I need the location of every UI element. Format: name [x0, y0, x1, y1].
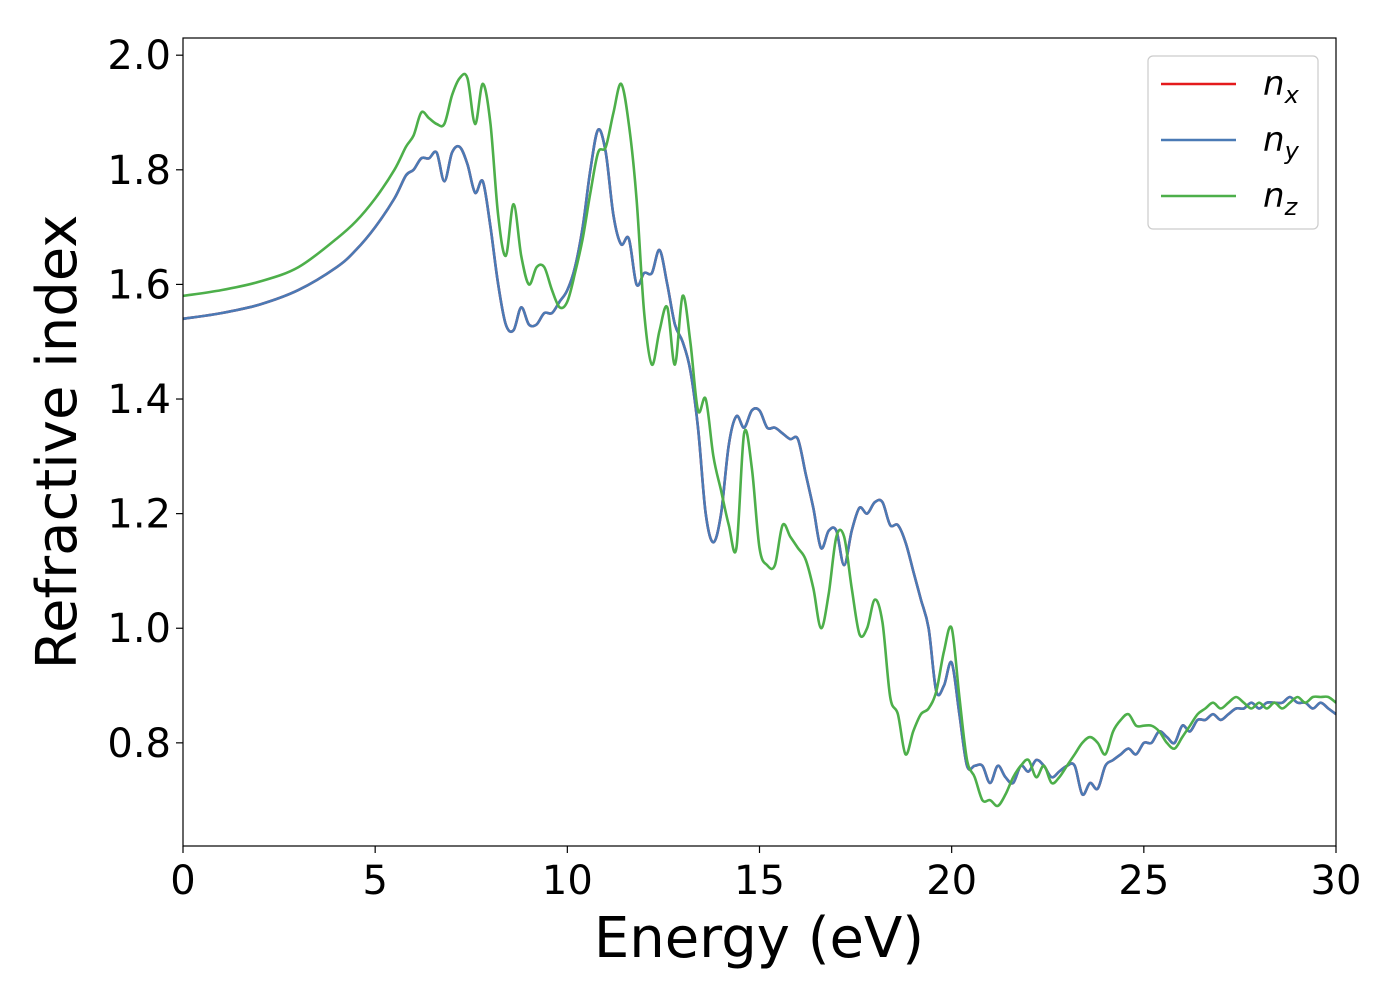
legend-label-base: n	[1263, 176, 1285, 216]
series-line-y	[183, 127, 1336, 797]
legend-label-subscript: y	[1284, 137, 1300, 165]
x-tick-label: 0	[170, 858, 195, 904]
x-tick-label: 20	[926, 858, 977, 904]
series-layer	[183, 72, 1336, 808]
y-tick-label: 0.8	[107, 721, 171, 767]
legend-label-subscript: x	[1284, 81, 1300, 109]
legend-box	[1147, 55, 1319, 230]
y-tick-label: 1.8	[107, 148, 171, 194]
legend-label-base: n	[1263, 64, 1285, 104]
x-tick-label: 30	[1311, 858, 1362, 904]
y-tick-label: 1.6	[107, 262, 171, 308]
y-tick-label: 1.4	[107, 377, 171, 423]
y-tick-label: 2.0	[107, 33, 171, 79]
x-tick-label: 10	[542, 858, 593, 904]
x-tick-label: 25	[1118, 858, 1169, 904]
y-axis-title: Refractive index	[25, 215, 90, 670]
series-line-z	[183, 72, 1336, 808]
legend-label-z: nz	[1263, 176, 1299, 221]
y-axis-ticks: 0.8 1.0 1.2 1.4 1.6 1.8 2.0	[107, 33, 183, 767]
x-axis-ticks: 0 5 10 15 20 25 30	[170, 846, 1361, 904]
y-tick-label: 1.0	[107, 606, 171, 652]
legend-label-x: nx	[1263, 64, 1300, 109]
x-tick-label: 5	[362, 858, 387, 904]
x-tick-label: 15	[734, 858, 785, 904]
x-axis-title: Energy (eV)	[594, 906, 924, 971]
legend-label-subscript: z	[1284, 193, 1299, 221]
legend-label-y: ny	[1263, 120, 1300, 165]
y-tick-label: 1.2	[107, 492, 171, 538]
legend-label-base: n	[1263, 120, 1285, 160]
